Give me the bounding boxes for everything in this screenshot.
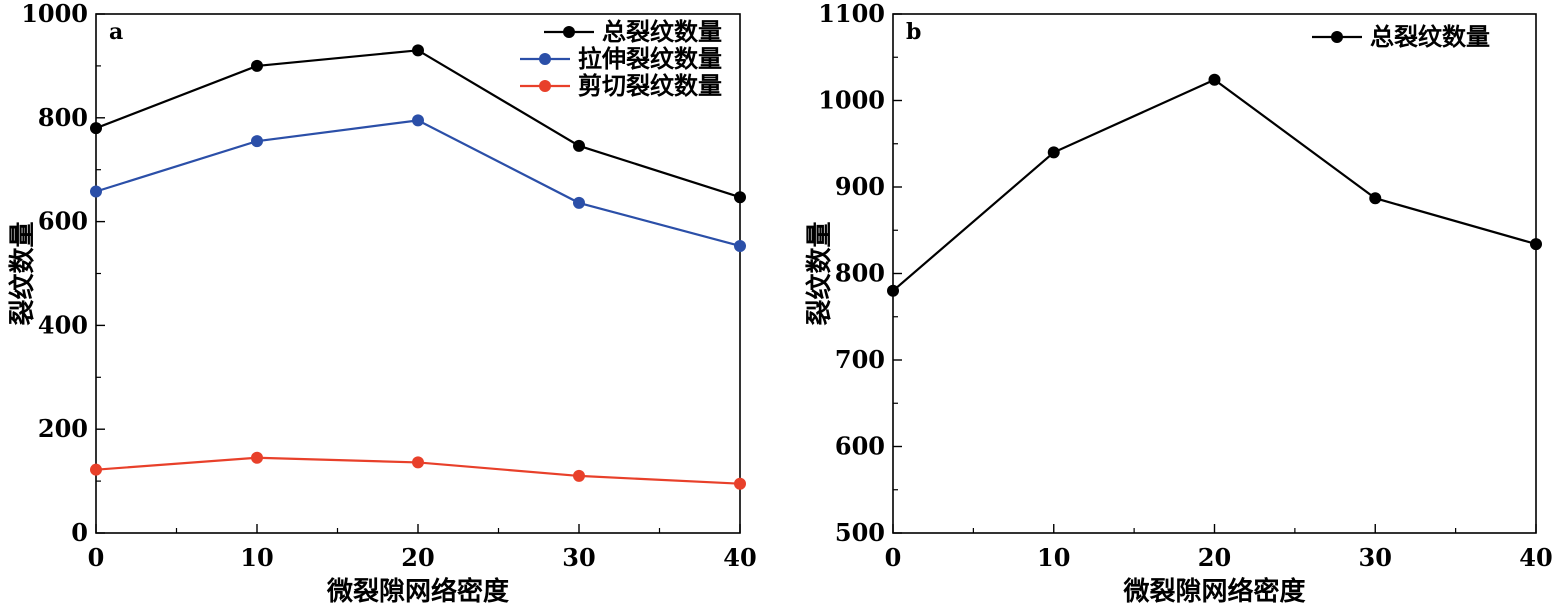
series-line [892,78,1537,292]
data-point [1530,238,1542,251]
x-tick-label: 30 [562,543,595,572]
x-tick-label: 10 [1037,543,1070,572]
series-3 [90,451,746,490]
data-point [734,477,746,490]
legend-marker [539,80,551,92]
y-tick-label: 1100 [818,0,885,28]
data-point [734,239,746,252]
data-point [251,135,263,148]
plot-frame [892,13,1537,534]
x-tick-label: 10 [240,543,273,572]
y-tick-label: 600 [38,207,88,236]
x-tick-label: 30 [1359,543,1392,572]
data-point [887,284,899,297]
data-point [412,456,424,469]
legend-marker [563,26,575,38]
series-2 [90,114,746,252]
y-tick-label: 800 [835,259,885,288]
y-tick-label: 900 [835,172,885,201]
legend-label: 剪切裂纹数量 [578,71,722,100]
y-tick-label: 600 [835,432,885,461]
legend-label: 总裂纹数量 [602,17,722,46]
legend: 总裂纹数量 [1312,22,1490,51]
y-tick-label: 0 [71,518,88,547]
x-tick-label: 40 [723,543,756,572]
series-1 [90,44,746,204]
x-axis-title: 微裂隙网络密度 [1122,576,1305,607]
series-line [95,119,741,248]
chart-panel-b: 0 10 20 30 40 500 600 700 800 900 1000 1100 微裂隙网络密度 裂… [804,0,1553,607]
data-point [573,196,585,209]
x-tick-label: 0 [88,543,105,572]
y-tick-label: 700 [835,345,885,374]
y-tick-label: 200 [38,414,88,443]
data-point [412,114,424,127]
y-axis-title: 裂纹数量 [804,221,835,325]
data-point [1369,192,1382,205]
data-point [573,469,585,482]
data-point [1208,73,1221,86]
y-tick-label: 500 [835,518,885,547]
x-tick-label: 20 [401,543,434,572]
x-tick-label: 40 [1519,543,1552,572]
y-tick-label: 1000 [818,86,885,115]
y-tick-label: 800 [38,103,88,132]
y-tick-label: 400 [38,310,88,339]
data-point [1047,146,1060,159]
legend-marker [539,53,551,65]
data-point [734,191,746,204]
data-point [412,44,424,57]
legend-marker [1331,31,1343,43]
data-point [90,122,102,135]
x-axis-title: 微裂隙网络密度 [326,576,509,607]
data-point [90,463,102,476]
x-tick-label: 20 [1198,543,1231,572]
series-1 [887,73,1542,297]
data-point [251,59,263,72]
data-point [90,185,102,198]
data-point [251,451,263,464]
panel-label: b [906,19,921,45]
legend-label: 拉伸裂纹数量 [578,44,722,73]
y-axis-title: 裂纹数量 [7,221,38,325]
y-tick-label: 1000 [21,0,88,28]
x-tick-label: 0 [885,543,902,572]
legend-label: 总裂纹数量 [1370,22,1490,51]
data-point [573,139,585,152]
panel-label: a [109,19,123,45]
